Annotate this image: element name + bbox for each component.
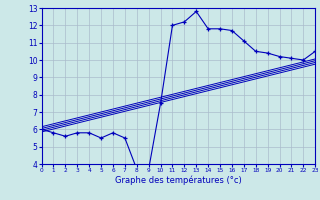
X-axis label: Graphe des températures (°c): Graphe des températures (°c) — [115, 176, 242, 185]
